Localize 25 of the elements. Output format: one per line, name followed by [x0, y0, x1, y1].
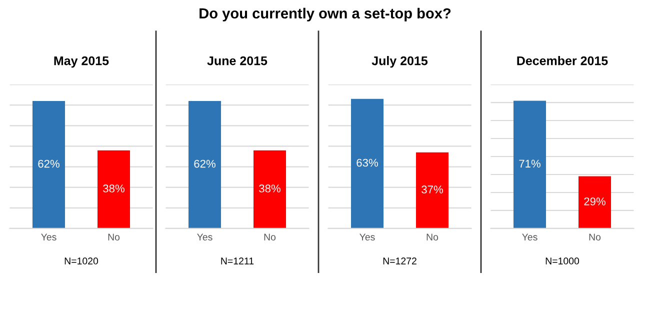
data-label: 62% [38, 160, 60, 168]
text: Do you currently own a set-top box? [200, 8, 451, 22]
data-label: 63% [356, 158, 378, 167]
chart-title: July 2015 [372, 56, 428, 68]
chart-title: June 2015 [207, 56, 268, 66]
data-label: 71% [519, 160, 540, 168]
text: N=1020 [64, 258, 98, 264]
data-label: 38% [103, 184, 124, 192]
data-label: 29% [584, 198, 606, 206]
chart-title: December 2015 [517, 56, 608, 66]
x-tick-label: No [589, 234, 601, 240]
text: N=1000 [546, 258, 580, 264]
data-label: 37% [422, 186, 443, 194]
x-tick-label: Yes [41, 234, 56, 240]
text: N=1211 [221, 258, 254, 264]
chart-title: May 2015 [54, 56, 109, 68]
x-tick-label: No [426, 234, 438, 240]
x-tick-label: No [108, 234, 120, 240]
data-label: 62% [194, 160, 216, 168]
x-tick-label: Yes [522, 234, 538, 240]
data-label: 38% [259, 184, 280, 192]
x-tick-label: Yes [197, 234, 212, 240]
text: N=1272 [383, 258, 416, 264]
x-tick-label: No [264, 234, 276, 240]
x-tick-label: Yes [360, 234, 375, 240]
